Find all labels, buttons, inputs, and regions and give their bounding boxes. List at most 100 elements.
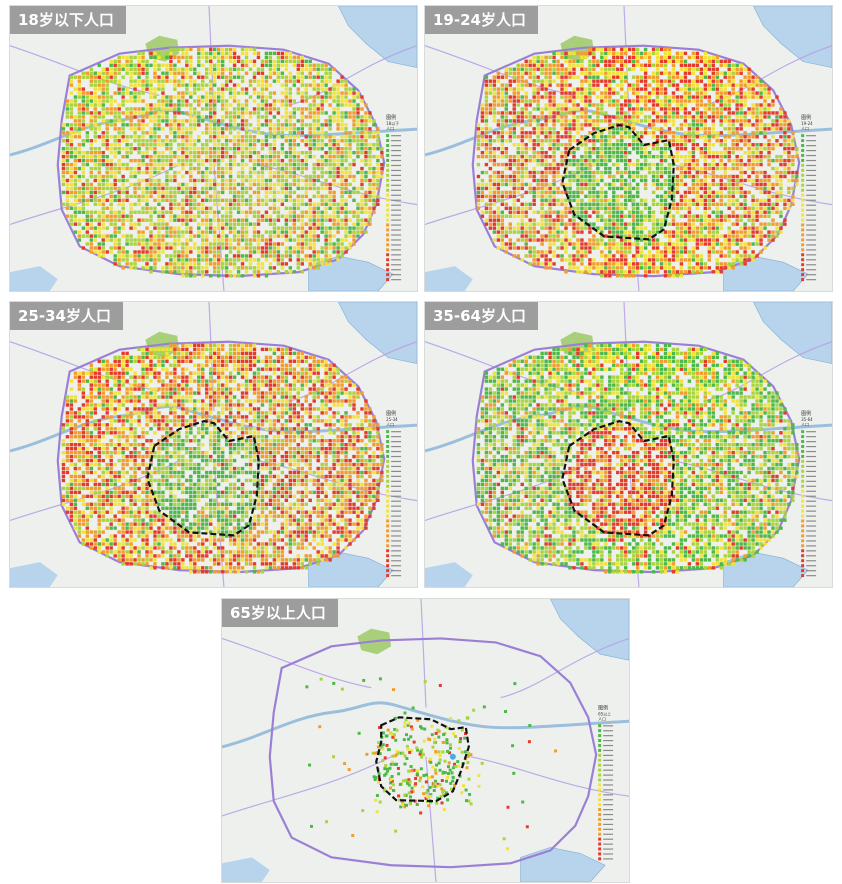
density-cell	[376, 194, 380, 199]
density-cell	[288, 115, 293, 119]
density-cell	[635, 158, 640, 163]
density-cell	[779, 154, 783, 159]
density-cell	[616, 131, 620, 135]
density-cell	[81, 174, 86, 179]
density-cell	[141, 254, 145, 258]
density-cell	[727, 71, 731, 75]
density-cell	[727, 79, 731, 83]
density-cell	[588, 59, 592, 63]
density-cell	[89, 75, 93, 79]
density-cell	[316, 147, 320, 151]
density-cell	[735, 107, 739, 111]
density-cell	[304, 143, 308, 147]
density-cell	[292, 154, 296, 159]
density-cell	[360, 202, 364, 206]
density-cell	[316, 119, 320, 123]
density-cell	[528, 75, 532, 79]
density-cell	[332, 158, 336, 163]
density-cell	[687, 95, 692, 99]
density-cell	[304, 214, 308, 218]
density-cell	[276, 79, 281, 83]
density-cell	[177, 190, 181, 195]
density-cell	[739, 115, 743, 119]
density-cells	[476, 47, 799, 278]
density-cell	[69, 127, 74, 131]
density-cell	[572, 99, 576, 103]
density-cell	[356, 111, 360, 115]
density-cell	[213, 238, 217, 242]
density-cell	[596, 170, 600, 175]
density-cell	[260, 186, 265, 191]
density-cell	[272, 194, 277, 199]
density-cell	[228, 123, 233, 127]
density-cell	[711, 115, 715, 119]
density-cell	[220, 103, 225, 107]
density-cell	[296, 71, 300, 75]
density-cell	[711, 55, 715, 60]
density-cell	[213, 170, 217, 175]
density-cell	[264, 83, 269, 87]
density-cell	[260, 234, 265, 238]
density-cell	[596, 115, 600, 119]
density-cell	[316, 266, 320, 270]
density-cell	[165, 143, 169, 147]
density-cell	[739, 63, 743, 67]
density-cell	[141, 131, 145, 135]
density-cell	[328, 127, 332, 131]
density-cell	[751, 103, 755, 107]
density-cell	[528, 170, 532, 175]
density-cell	[576, 115, 580, 119]
density-cell	[500, 162, 505, 167]
density-cell	[276, 254, 281, 258]
density-cell	[655, 143, 660, 147]
density-cell	[205, 254, 209, 258]
density-cell	[360, 158, 364, 163]
density-cell	[723, 95, 727, 99]
density-cell	[564, 147, 568, 151]
density-cell	[628, 83, 632, 87]
density-cell	[169, 63, 173, 67]
density-cell	[596, 47, 600, 52]
density-cell	[161, 150, 165, 155]
density-cell	[117, 258, 121, 262]
density-cell	[133, 250, 137, 254]
density-cell	[137, 75, 141, 79]
density-cell	[536, 99, 540, 103]
density-cell	[173, 135, 177, 139]
density-cell	[93, 91, 97, 95]
density-cell	[216, 71, 221, 75]
density-cell	[683, 75, 688, 79]
density-cell	[675, 99, 680, 103]
density-cell	[181, 147, 185, 151]
density-cell	[572, 59, 576, 63]
density-cell	[240, 75, 245, 79]
density-cell	[228, 162, 233, 167]
density-cell	[165, 222, 169, 226]
density-cell	[580, 99, 584, 103]
density-cell	[137, 170, 141, 175]
density-cell	[276, 63, 281, 67]
density-cell	[244, 135, 249, 139]
density-cell	[763, 103, 767, 107]
density-cell	[181, 218, 185, 222]
density-cell	[153, 246, 157, 250]
density-cell	[232, 238, 237, 242]
density-cell	[564, 83, 568, 87]
density-cell	[300, 111, 304, 115]
density-cell	[516, 119, 520, 123]
density-cell	[620, 83, 624, 87]
density-cell	[224, 266, 229, 270]
density-cell	[248, 131, 253, 135]
density-cell	[528, 63, 532, 67]
density-cell	[137, 258, 141, 262]
density-cell	[340, 111, 344, 115]
density-cell	[691, 63, 696, 67]
density-cell	[213, 99, 217, 103]
density-cell	[356, 154, 360, 159]
legend-swatch	[386, 238, 390, 242]
density-cell	[336, 87, 340, 91]
density-cell	[201, 107, 205, 111]
density-cell	[727, 95, 731, 99]
density-cell	[520, 166, 524, 171]
density-cell	[145, 79, 149, 83]
